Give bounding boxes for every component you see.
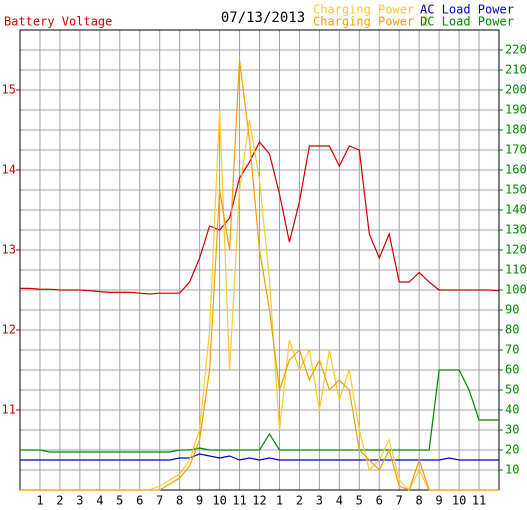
x-tick-label: 10: [452, 494, 466, 508]
y2-tick-label: 70: [505, 343, 519, 357]
series-line: [20, 59, 499, 491]
y-tick-label: 14: [2, 163, 16, 177]
legend-entry: DC Load Power: [420, 15, 514, 29]
plot-frame: [19, 29, 500, 491]
x-tick-label: 10: [212, 494, 226, 508]
y2-tick-label: 170: [505, 143, 527, 157]
y2-tick-label: 140: [505, 203, 527, 217]
x-tick-label: 9: [196, 494, 203, 508]
x-tick-label: 4: [336, 494, 343, 508]
y2-tick-label: 190: [505, 103, 527, 117]
series-line: [20, 369, 499, 453]
y2-tick-label: 90: [505, 303, 519, 317]
y-tick-label: 12: [2, 323, 16, 337]
x-tick-label: 2: [56, 494, 63, 508]
chart-title: 07/13/2013: [221, 10, 305, 26]
x-tick-label: 8: [416, 494, 423, 508]
y2-tick-label: 100: [505, 283, 527, 297]
y2-tick-label: 180: [505, 123, 527, 137]
y2-tick-label: 150: [505, 183, 527, 197]
x-tick-label: 8: [176, 494, 183, 508]
y2-tick-label: 30: [505, 423, 519, 437]
x-tick-label: 9: [436, 494, 443, 508]
y-tick-label: 13: [2, 243, 16, 257]
x-tick-label: 6: [376, 494, 383, 508]
x-tick-label: 1: [36, 494, 43, 508]
x-tick-label: 5: [356, 494, 363, 508]
y2-tick-label: 120: [505, 243, 527, 257]
x-tick-label: 12: [252, 494, 266, 508]
x-tick-label: 5: [116, 494, 123, 508]
y2-tick-label: 130: [505, 223, 527, 237]
legend-entry: Charging Power 1: [313, 3, 429, 17]
y-tick-label: 11: [2, 403, 16, 417]
series-line: [20, 140, 500, 295]
y2-tick-label: 110: [505, 263, 527, 277]
y2-tick-label: 20: [505, 443, 519, 457]
y2-tick-label: 160: [505, 163, 527, 177]
y2-tick-label: 40: [505, 403, 519, 417]
x-tick-label: 4: [96, 494, 103, 508]
legend-entry: Charging Power 2: [313, 15, 429, 29]
x-tick-label: 11: [472, 494, 486, 508]
y2-tick-label: 50: [505, 383, 519, 397]
x-tick-label: 3: [76, 494, 83, 508]
y2-tick-label: 80: [505, 323, 519, 337]
x-tick-label: 7: [156, 494, 163, 508]
x-tick-label: 7: [396, 494, 403, 508]
y-tick-label: 15: [2, 83, 16, 97]
y2-tick-label: 200: [505, 83, 527, 97]
x-tick-label: 11: [232, 494, 246, 508]
y-axis-label: Battery Voltage: [4, 15, 112, 29]
x-tick-label: 3: [316, 494, 323, 508]
x-tick-label: 1: [276, 494, 283, 508]
y2-tick-label: 210: [505, 63, 527, 77]
y2-tick-label: 60: [505, 363, 519, 377]
x-tick-label: 2: [296, 494, 303, 508]
y2-tick-label: 10: [505, 463, 519, 477]
legend-entry: AC Load Power: [420, 3, 514, 17]
x-tick-label: 6: [136, 494, 143, 508]
y2-tick-label: 220: [505, 43, 527, 57]
